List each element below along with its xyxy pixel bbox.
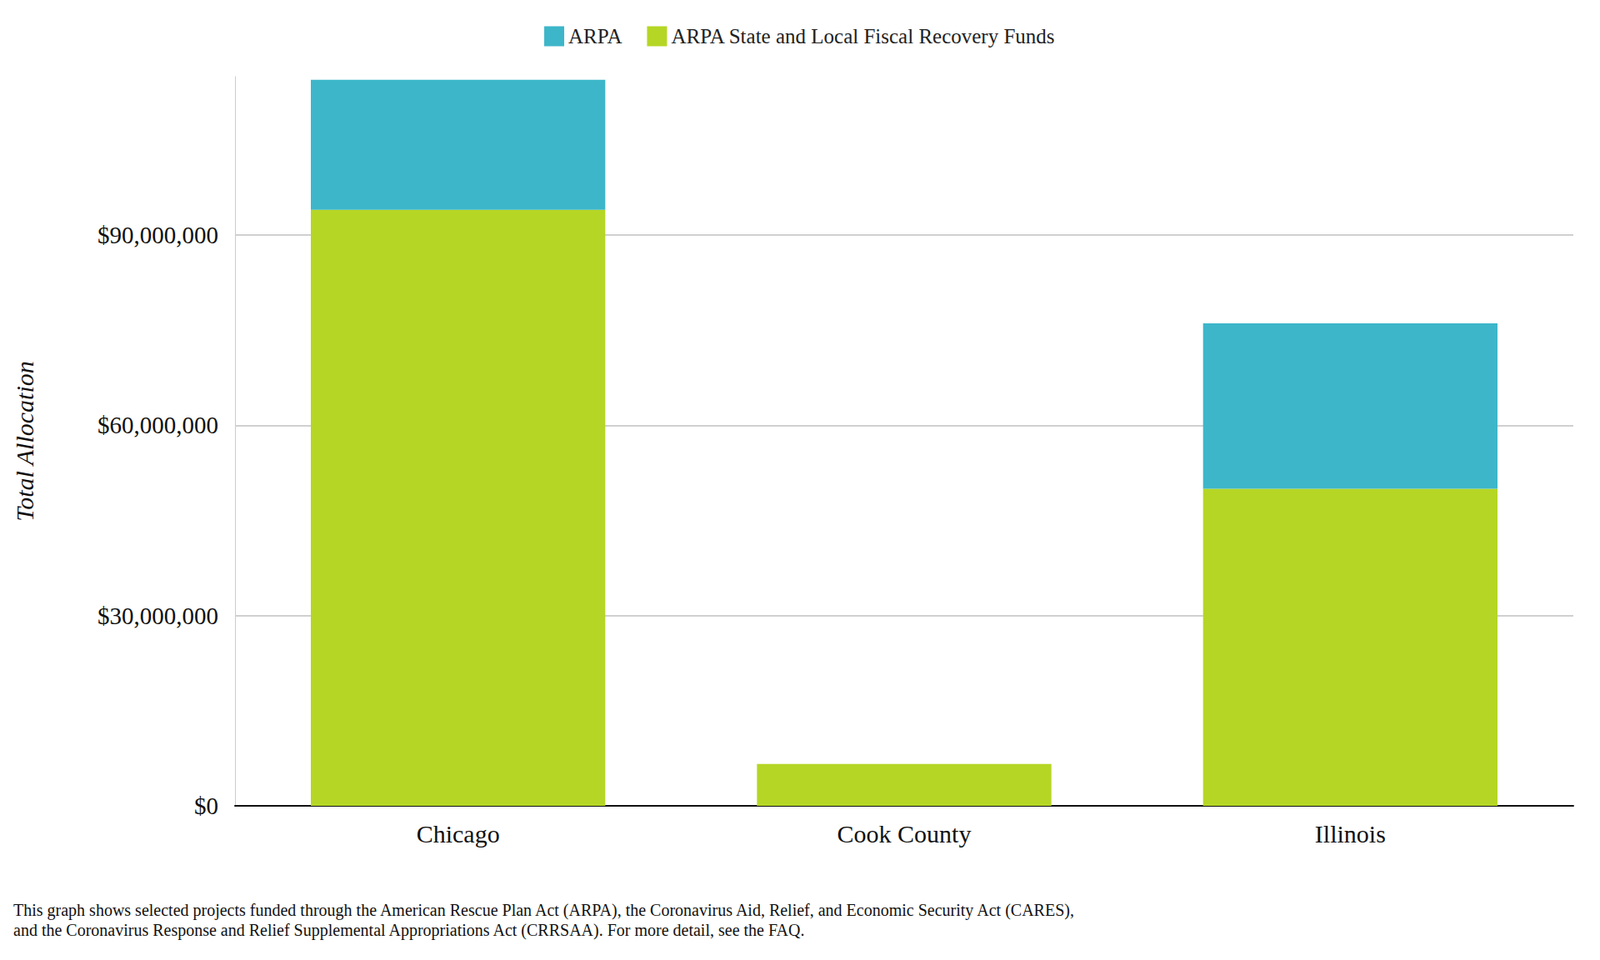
svg-text:$0: $0 [194, 792, 219, 820]
svg-text:$30,000,000: $30,000,000 [97, 602, 219, 630]
svg-text:ARPA State and Local Fiscal Re: ARPA State and Local Fiscal Recovery Fun… [670, 25, 1055, 48]
svg-text:Cook County: Cook County [837, 820, 972, 848]
svg-text:Chicago: Chicago [416, 820, 500, 848]
svg-text:$60,000,000: $60,000,000 [97, 411, 219, 439]
svg-text:ARPA: ARPA [568, 25, 622, 48]
svg-text:and the Coronavirus Response a: and the Coronavirus Response and Relief … [13, 920, 805, 940]
svg-text:$90,000,000: $90,000,000 [97, 221, 219, 249]
svg-text:This graph shows selected proj: This graph shows selected projects funde… [13, 900, 1075, 920]
svg-text:Illinois: Illinois [1315, 820, 1386, 848]
svg-text:Total Allocation: Total Allocation [10, 360, 39, 522]
